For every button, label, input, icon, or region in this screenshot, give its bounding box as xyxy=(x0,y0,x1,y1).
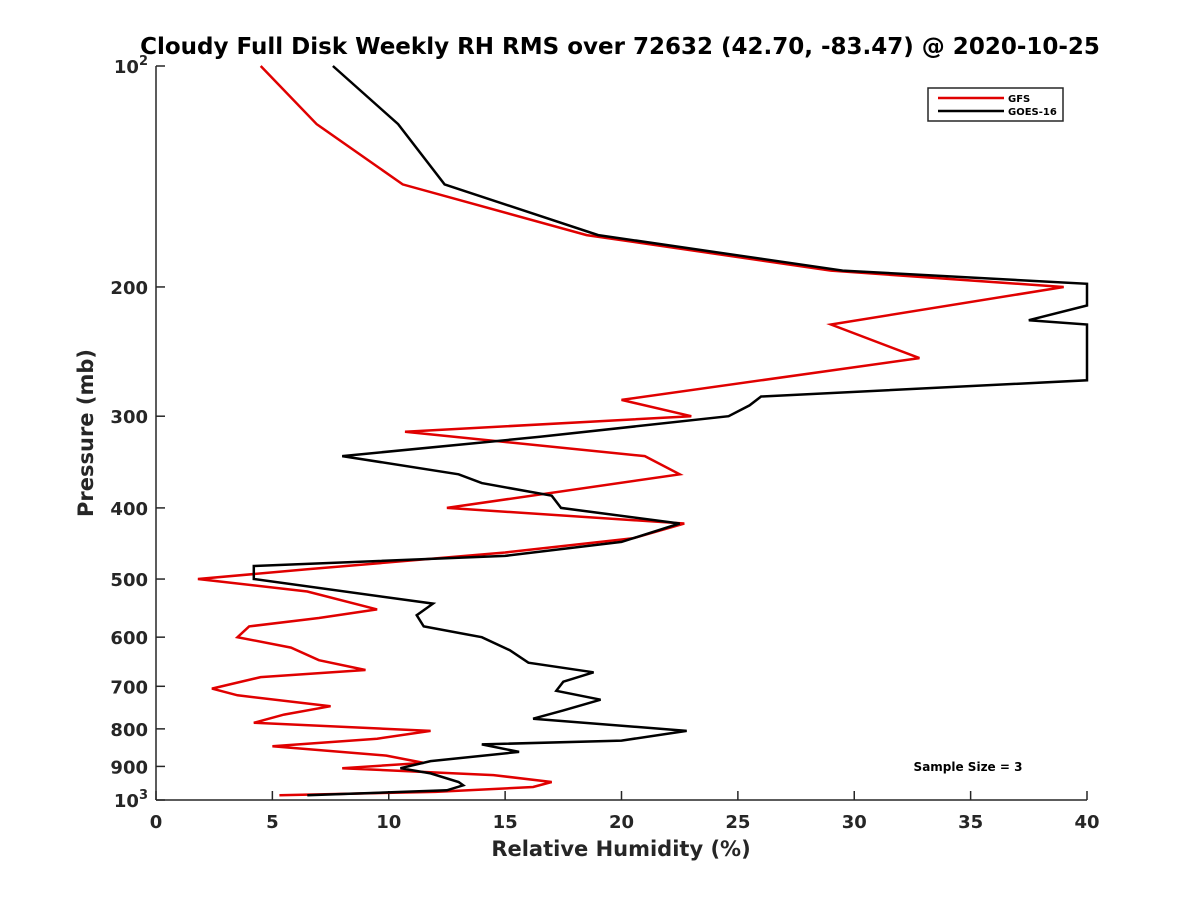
y-tick-label: 200 xyxy=(110,278,148,299)
plot-area xyxy=(155,66,1087,801)
sample-size-annotation: Sample Size = 3 xyxy=(914,760,1023,774)
y-tick-label: 102 xyxy=(114,54,148,78)
x-tick-label: 5 xyxy=(266,812,279,833)
x-tick-label: 25 xyxy=(725,812,750,833)
chart-title: Cloudy Full Disk Weekly RH RMS over 7263… xyxy=(140,34,1100,60)
legend-box xyxy=(927,87,1064,122)
series-line-goes16 xyxy=(252,65,1089,797)
y-tick-label: 900 xyxy=(110,757,148,778)
x-ticks: 0 5 10 15 20 25 30 35 40 xyxy=(150,791,1100,833)
legend-label-goes16: GOES-16 xyxy=(1008,107,1057,118)
x-tick-label: 40 xyxy=(1074,812,1099,833)
y-ticks: 102 200 300 400 500 600 700 800 900 103 xyxy=(110,54,165,812)
x-tick-label: 10 xyxy=(376,812,401,833)
y-tick-label: 700 xyxy=(110,677,148,698)
y-tick-label: 400 xyxy=(110,499,148,520)
y-tick-label: 500 xyxy=(110,570,148,591)
y-tick-label: 103 xyxy=(114,788,148,812)
series-layer xyxy=(197,65,1089,797)
x-tick-label: 35 xyxy=(958,812,983,833)
y-tick-label: 300 xyxy=(110,407,148,428)
y-axis-label: Pressure (mb) xyxy=(74,349,98,517)
x-tick-label: 15 xyxy=(493,812,518,833)
x-axis-label: Relative Humidity (%) xyxy=(491,837,750,861)
series-line-gfs xyxy=(197,65,1064,797)
x-tick-label: 30 xyxy=(842,812,867,833)
y-tick-label: 800 xyxy=(110,720,148,741)
y-tick-label: 600 xyxy=(110,628,148,649)
legend: GFS GOES-16 xyxy=(927,87,1064,122)
x-tick-label: 0 xyxy=(150,812,163,833)
legend-label-gfs: GFS xyxy=(1008,94,1030,105)
x-tick-label: 20 xyxy=(609,812,634,833)
